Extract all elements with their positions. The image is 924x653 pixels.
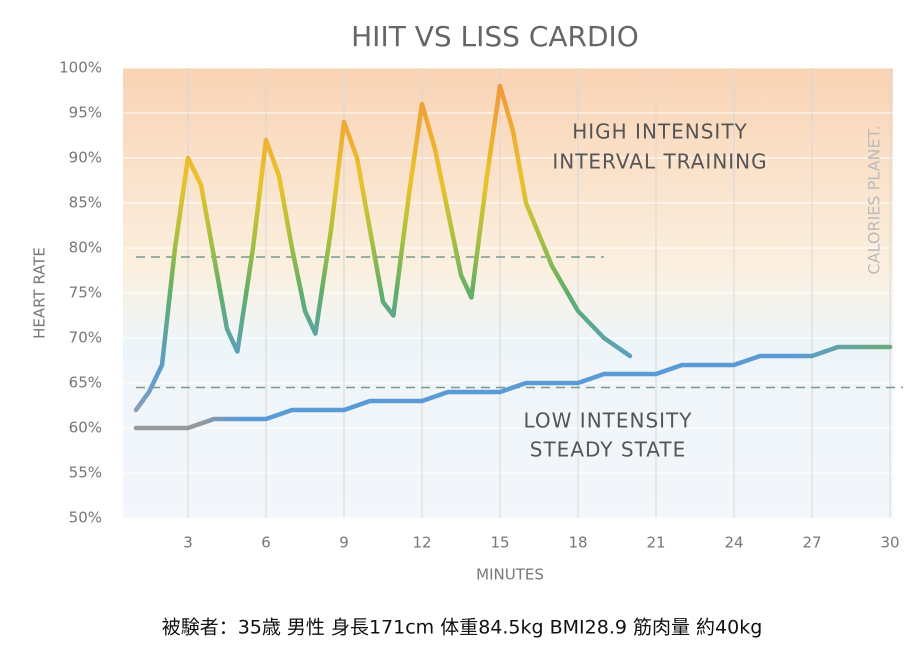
x-tick-label: 24 — [724, 534, 743, 552]
y-tick-label: 85% — [69, 194, 102, 212]
series-line — [133, 83, 633, 413]
annotation: HIGH INTENSITY — [572, 120, 748, 144]
x-tick-label: 30 — [880, 534, 899, 552]
series-line — [133, 344, 893, 431]
y-tick-label: 80% — [69, 239, 102, 257]
y-tick-label: 90% — [69, 149, 102, 167]
y-axis-label: HEART RATE — [31, 247, 49, 339]
x-tick-label: 3 — [183, 534, 193, 552]
caption: 被験者：35歳 男性 身長171cm 体重84.5kg BMI28.9 筋肉量 … — [162, 617, 763, 639]
annotation: INTERVAL TRAINING — [552, 150, 767, 174]
x-axis-label: MINUTES — [476, 566, 544, 584]
annotation: STEADY STATE — [530, 438, 686, 462]
x-tick-label: 18 — [568, 534, 587, 552]
x-tick-label: 6 — [261, 534, 271, 552]
x-tick-label: 27 — [802, 534, 821, 552]
y-tick-label: 60% — [69, 419, 102, 437]
x-tick-label: 15 — [490, 534, 509, 552]
y-tick-label: 75% — [69, 284, 102, 302]
x-tick-label: 21 — [646, 534, 665, 552]
x-tick-label: 9 — [339, 534, 349, 552]
annotation: LOW INTENSITY — [523, 409, 692, 433]
y-tick-label: 55% — [69, 464, 102, 482]
watermark: CALORIES PLANET. — [865, 125, 884, 274]
y-tick-label: 65% — [69, 374, 102, 392]
y-tick-label: 50% — [69, 509, 102, 527]
y-tick-label: 95% — [69, 104, 102, 122]
y-tick-label: 70% — [69, 329, 102, 347]
x-tick-label: 12 — [412, 534, 431, 552]
y-tick-label: 100% — [59, 59, 102, 77]
chart-title: HIIT VS LISS CARDIO — [351, 20, 639, 53]
